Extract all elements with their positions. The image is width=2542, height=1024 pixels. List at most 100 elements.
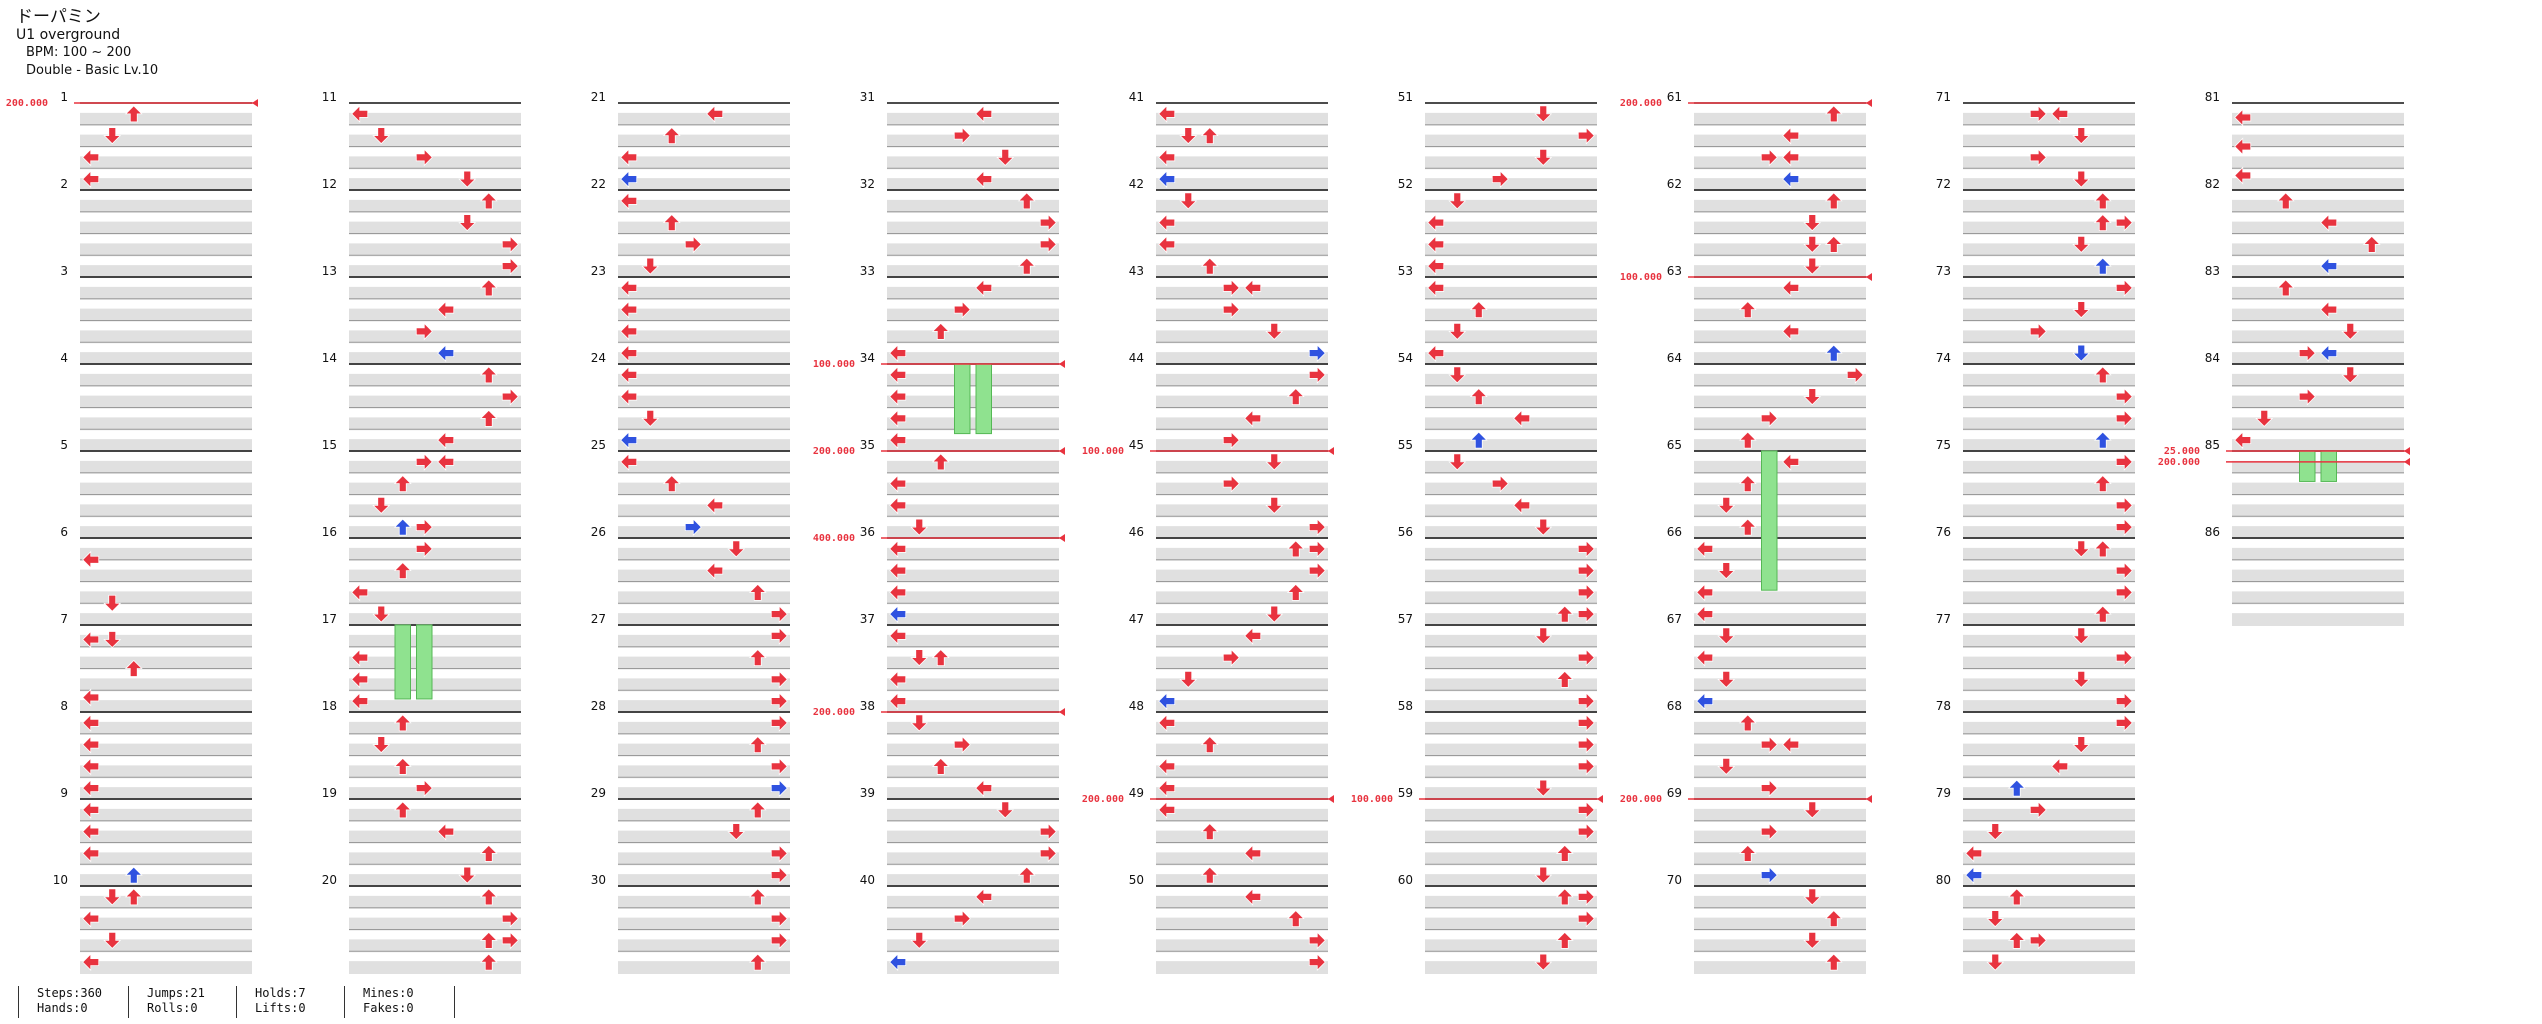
beat-band bbox=[1156, 678, 1328, 692]
step-arrow-red bbox=[2007, 888, 2026, 906]
arrow-shape bbox=[1179, 127, 1198, 145]
beat-band bbox=[887, 765, 1059, 779]
arrow-shape bbox=[479, 409, 498, 427]
arrow-shape bbox=[889, 387, 907, 406]
beat-band bbox=[618, 765, 790, 779]
step-arrow-blue bbox=[437, 344, 455, 363]
beat-band bbox=[349, 526, 521, 539]
beat-band bbox=[349, 156, 521, 170]
measure-number: 42 bbox=[1129, 177, 1144, 191]
measure-block: 66 bbox=[1667, 525, 1866, 626]
step-arrow-red bbox=[1782, 148, 1800, 167]
beat-band bbox=[349, 852, 521, 866]
step-arrow-red bbox=[1222, 300, 1240, 319]
step-arrow-red bbox=[2072, 540, 2091, 558]
arrow-shape bbox=[1577, 800, 1595, 819]
step-arrow-red bbox=[1200, 823, 1219, 841]
beat-band bbox=[618, 656, 790, 670]
step-arrow-red bbox=[889, 474, 907, 493]
step-arrow-red bbox=[1696, 583, 1714, 602]
step-arrow-red bbox=[2234, 137, 2252, 156]
step-arrow-red bbox=[770, 713, 788, 732]
beat-band bbox=[887, 591, 1059, 605]
measure-number: 69 bbox=[1667, 786, 1682, 800]
beat-band bbox=[1694, 221, 1866, 235]
beat-band bbox=[1156, 895, 1328, 909]
arrow-shape bbox=[372, 736, 391, 754]
arrow-shape bbox=[975, 170, 993, 189]
measure-number: 29 bbox=[591, 786, 606, 800]
arrow-shape bbox=[1513, 496, 1531, 515]
arrow-shape bbox=[975, 779, 993, 798]
beat-band bbox=[80, 395, 252, 409]
step-arrow-red bbox=[996, 148, 1015, 166]
beat-band bbox=[2232, 395, 2404, 409]
arrow-shape bbox=[2341, 366, 2360, 384]
step-arrow-red bbox=[1200, 866, 1219, 884]
beat-band bbox=[1156, 569, 1328, 583]
beat-band bbox=[887, 743, 1059, 757]
step-arrow-red bbox=[1308, 365, 1326, 384]
bpm-change-marker bbox=[1328, 795, 1334, 803]
beat-band bbox=[887, 939, 1059, 953]
measure-block: 43 bbox=[1129, 264, 1328, 365]
hold-body bbox=[975, 363, 992, 435]
measure-number: 66 bbox=[1667, 525, 1682, 539]
beat-band bbox=[1694, 395, 1866, 409]
step-arrow-red bbox=[2093, 475, 2112, 493]
beat-band bbox=[1694, 656, 1866, 670]
beat-band bbox=[1963, 939, 2135, 953]
step-arrow-red bbox=[1577, 713, 1595, 732]
arrow-shape bbox=[889, 409, 907, 428]
arrow-shape bbox=[351, 670, 369, 689]
arrow-shape bbox=[770, 670, 788, 689]
step-arrow-red bbox=[1534, 148, 1553, 166]
arrow-shape bbox=[1760, 779, 1778, 798]
arrow-shape bbox=[1696, 692, 1714, 711]
beat-band bbox=[618, 721, 790, 735]
arrow-shape bbox=[1200, 736, 1219, 754]
arrow-shape bbox=[437, 822, 455, 841]
step-arrow-red bbox=[479, 409, 498, 427]
beat-band bbox=[1963, 460, 2135, 474]
beat-band bbox=[1963, 895, 2135, 909]
arrow-shape bbox=[2234, 108, 2252, 127]
measure-block: 8 bbox=[60, 699, 252, 800]
arrow-shape bbox=[1469, 431, 1488, 449]
arrow-shape bbox=[1017, 257, 1036, 275]
arrow-shape bbox=[2234, 137, 2252, 156]
arrow-shape bbox=[1696, 539, 1714, 558]
beat-band bbox=[887, 874, 1059, 887]
beat-band bbox=[1963, 569, 2135, 583]
arrow-shape bbox=[1717, 627, 1736, 645]
measure-block: 15 bbox=[322, 438, 521, 539]
measure-block: 81 bbox=[2205, 90, 2404, 191]
arrow-shape bbox=[351, 648, 369, 667]
measure-block: 78 bbox=[1936, 699, 2135, 800]
step-arrow-red bbox=[437, 822, 455, 841]
step-arrow-red bbox=[931, 322, 950, 340]
step-arrow-red bbox=[1244, 887, 1262, 906]
measure-block: 60 bbox=[1398, 873, 1597, 974]
step-arrow-red bbox=[1696, 605, 1714, 624]
beat-band bbox=[1694, 961, 1866, 974]
step-arrow-red bbox=[1158, 757, 1176, 776]
beat-band bbox=[349, 265, 521, 278]
arrow-shape bbox=[103, 931, 122, 949]
step-arrow-red bbox=[2093, 192, 2112, 210]
arrow-shape bbox=[748, 649, 767, 667]
step-arrow-red bbox=[2298, 387, 2316, 406]
bpm-change-marker bbox=[1597, 795, 1603, 803]
step-arrow-red bbox=[82, 844, 100, 863]
beat-band bbox=[618, 613, 790, 626]
beat-band bbox=[1963, 286, 2135, 300]
measure-number: 76 bbox=[1936, 525, 1951, 539]
step-arrow-red bbox=[748, 736, 767, 754]
arrow-shape bbox=[82, 148, 100, 167]
beat-band bbox=[349, 352, 521, 365]
step-arrow-red bbox=[458, 866, 477, 884]
beat-band bbox=[887, 482, 1059, 496]
beat-band bbox=[1963, 808, 2135, 822]
arrow-shape bbox=[1577, 648, 1595, 667]
beat-band bbox=[80, 765, 252, 779]
